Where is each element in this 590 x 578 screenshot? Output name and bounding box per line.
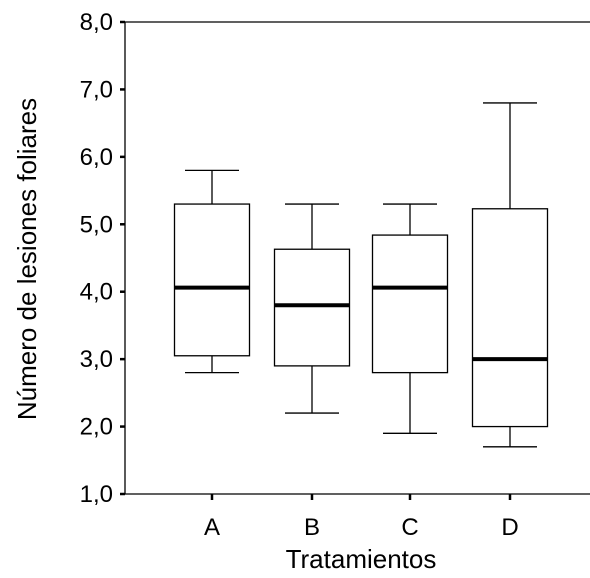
x-tick-label: B xyxy=(304,514,320,541)
iqr-box xyxy=(273,248,351,367)
x-tick-label: C xyxy=(401,514,418,541)
y-tick-label: 2,0 xyxy=(80,414,113,441)
y-tick-label: 6,0 xyxy=(80,144,113,171)
iqr-box xyxy=(471,208,549,428)
y-tick-label: 3,0 xyxy=(80,346,113,373)
y-axis: 1,0 2,0 3,0 4,0 5,0 6,0 7,0 8,0 xyxy=(80,9,125,508)
box-A xyxy=(173,169,251,374)
box-C xyxy=(371,203,449,434)
x-tick-label: A xyxy=(204,514,220,541)
y-tick-label: 7,0 xyxy=(80,76,113,103)
x-axis-title: Tratamientos xyxy=(286,544,437,574)
plot-frame xyxy=(124,21,590,495)
y-tick-label: 1,0 xyxy=(80,481,113,508)
y-tick-label: 8,0 xyxy=(80,9,113,36)
y-axis-title: Número de lesiones foliares xyxy=(12,98,42,420)
iqr-box xyxy=(173,203,251,357)
x-axis: A B C D xyxy=(204,494,519,541)
iqr-box xyxy=(371,234,449,374)
box-B xyxy=(273,203,351,414)
x-tick-label: D xyxy=(501,514,518,541)
y-tick-label: 4,0 xyxy=(80,279,113,306)
box-D xyxy=(471,102,549,448)
box-series xyxy=(173,102,549,448)
y-tick-label: 5,0 xyxy=(80,211,113,238)
